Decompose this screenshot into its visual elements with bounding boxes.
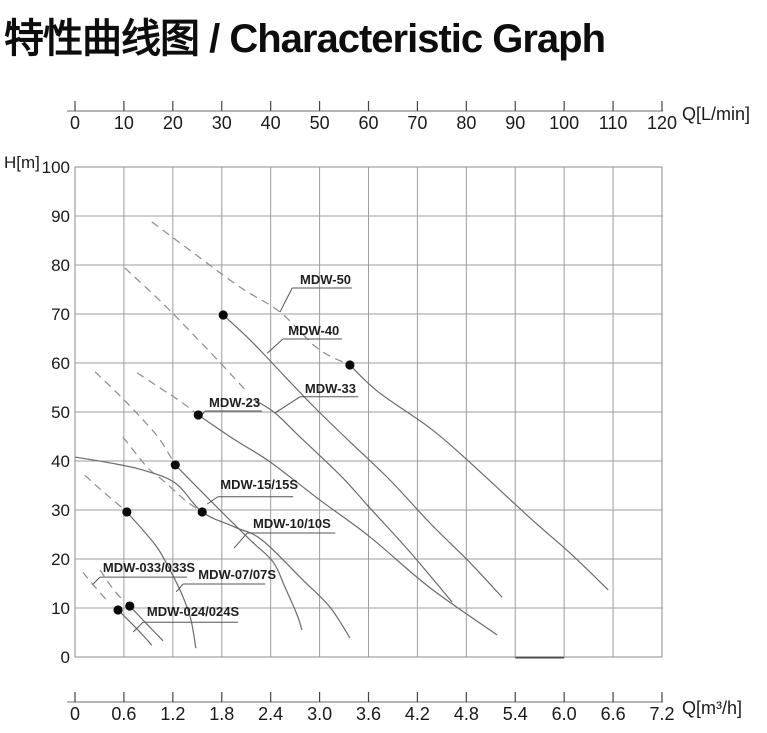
left-axis-tick-label: 60 (51, 354, 70, 373)
curve-label-mdw-07-07s: MDW-07/07S (198, 567, 276, 582)
left-axis-tick-label: 30 (51, 501, 70, 520)
top-axis-tick-label: 80 (456, 113, 476, 133)
left-axis-tick-label: 0 (61, 648, 70, 667)
curve-label-mdw-10-10s: MDW-10/10S (253, 516, 331, 531)
curve-label-mdw-15-15s: MDW-15/15S (220, 477, 298, 492)
curve-dashed-mdw-50 (151, 221, 351, 366)
label-leader-mdw-50 (279, 287, 293, 313)
series-mdw-033-033s: MDW-033/033S (91, 560, 196, 642)
bottom-axis-tick-label: 7.2 (649, 704, 674, 724)
curve-label-mdw-50: MDW-50 (300, 272, 351, 287)
left-axis-tick-label: 50 (51, 403, 70, 422)
duty-point-mdw-024-024s (113, 605, 123, 615)
top-axis-tick-label: 60 (358, 113, 378, 133)
page-title: 特性曲线图 / Characteristic Graph (4, 17, 606, 61)
left-axis-tick-label: 20 (51, 550, 70, 569)
duty-point-mdw-23 (193, 410, 203, 420)
label-leader-mdw-15-15s (206, 496, 219, 505)
curve-dashed-mdw-033-033s (99, 569, 123, 600)
curve-label-mdw-033-033s: MDW-033/033S (103, 560, 196, 575)
left-axis-unit-label: H[m] (4, 153, 40, 172)
left-axis-tick-label: 40 (51, 452, 70, 471)
top-axis-tick-label: 70 (407, 113, 427, 133)
bottom-axis-unit-label: Q[m³/h] (682, 698, 743, 718)
left-axis-tick-label: 80 (51, 256, 70, 275)
label-leader-mdw-024-024s (132, 621, 144, 633)
duty-point-mdw-10-10s (197, 507, 207, 517)
top-axis-tick-label: 10 (114, 113, 134, 133)
left-axis-tick-label: 70 (51, 305, 70, 324)
curve-solid-mdw-33 (254, 399, 453, 603)
duty-point-mdw-40 (218, 310, 228, 320)
curve-solid-mdw-10-10s (74, 456, 351, 639)
bottom-axis-tick-label: 6.6 (601, 704, 626, 724)
curve-solid-mdw-024-024s (117, 609, 153, 646)
top-axis-tick-label: 0 (70, 113, 80, 133)
bottom-axis-tick-label: 6.0 (552, 704, 577, 724)
bottom-axis-tick-label: 4.8 (454, 704, 479, 724)
curve-label-mdw-024-024s: MDW-024/024S (147, 604, 240, 619)
top-axis-tick-label: 110 (599, 113, 628, 133)
top-axis-tick-label: 120 (647, 113, 677, 133)
bottom-axis-tick-label: 0.6 (111, 704, 136, 724)
label-leader-mdw-40 (266, 338, 284, 354)
top-axis-tick-label: 90 (505, 113, 525, 133)
top-axis-tick-label: 40 (261, 113, 281, 133)
curve-label-mdw-23: MDW-23 (209, 395, 260, 410)
curve-solid-mdw-50 (349, 364, 609, 591)
bottom-axis-tick-label: 3.0 (307, 704, 332, 724)
series-mdw-23: MDW-23 (136, 372, 498, 636)
curve-dashed-mdw-23 (136, 372, 199, 416)
top-axis-unit-label: Q[L/min] (682, 104, 751, 124)
bottom-axis-tick-label: 4.2 (405, 704, 430, 724)
duty-point-mdw-50 (345, 360, 355, 370)
left-axis-tick-label: 90 (51, 207, 70, 226)
plot-grid (74, 166, 663, 659)
series-mdw-10-10s: MDW-10/10S (74, 436, 351, 639)
curve-label-mdw-40: MDW-40 (288, 323, 339, 338)
top-axis-tick-label: 50 (310, 113, 330, 133)
duty-point-mdw-15-15s (170, 460, 180, 470)
series-mdw-15-15s: MDW-15/15S (94, 371, 303, 631)
label-leader-mdw-033-033s (91, 576, 101, 586)
bottom-axis-tick-label: 3.6 (356, 704, 381, 724)
top-axis: 0 10 20 30 40 50 60 70 80 90 100 110 120 (67, 101, 677, 133)
curve-solid-mdw-15-15s (174, 464, 303, 631)
curve-solid-mdw-033-033s (129, 605, 164, 642)
left-axis-tick-label: 100 (42, 158, 70, 177)
bottom-axis-tick-label: 1.2 (160, 704, 185, 724)
series-mdw-33: MDW-33 (124, 267, 453, 603)
top-axis-tick-label: 30 (212, 113, 232, 133)
curve-label-mdw-33: MDW-33 (305, 381, 356, 396)
series-mdw-50: MDW-50 (151, 221, 609, 591)
top-axis-tick-label: 20 (163, 113, 183, 133)
duty-point-mdw-033-033s (125, 601, 135, 611)
bottom-axis-tick-label: 0 (70, 704, 80, 724)
bottom-axis-tick-label: 1.8 (209, 704, 234, 724)
series-mdw-40: MDW-40 (218, 310, 503, 598)
curve-dashed-mdw-024-024s (82, 571, 107, 600)
bottom-axis-tick-label: 5.4 (503, 704, 528, 724)
duty-point-mdw-07-07s (122, 507, 132, 517)
bottom-axis-tick-label: 2.4 (258, 704, 283, 724)
label-leader-mdw-33 (274, 396, 301, 414)
series-mdw-024-024s: MDW-024/024S (82, 571, 240, 646)
top-axis-tick-label: 100 (549, 113, 579, 133)
curve-solid-mdw-40 (222, 314, 503, 598)
label-leader-mdw-07-07s (175, 583, 184, 593)
curve-dashed-mdw-33 (124, 267, 246, 391)
bottom-axis: 0 0.6 1.2 1.8 2.4 3.0 3.6 4.2 4.8 5.4 6.0 6.6 7.2 (67, 692, 675, 724)
left-axis-tick-label: 10 (51, 599, 70, 618)
curve-dashed-mdw-07-07s (84, 474, 128, 513)
curve-dashed-mdw-15-15s (94, 371, 176, 466)
curve-dashed-mdw-10-10s (122, 436, 200, 511)
curve-solid-mdw-23 (197, 414, 498, 636)
label-leader-mdw-10-10s (233, 532, 248, 549)
